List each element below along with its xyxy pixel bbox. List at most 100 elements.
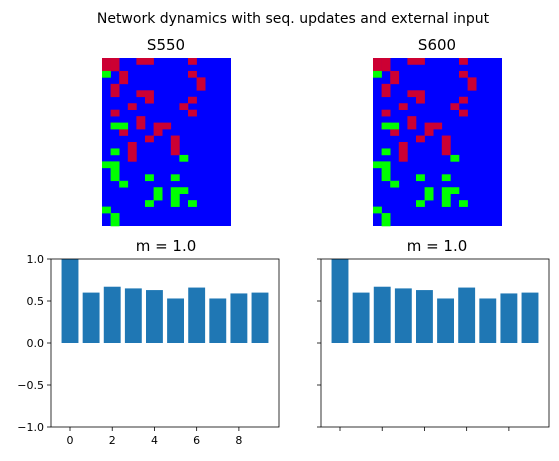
heatmap-cell-high <box>459 70 468 78</box>
heatmap-cell-high <box>398 142 408 149</box>
heatmap-cell-mid <box>170 193 180 201</box>
heatmap-cell-high <box>390 77 400 85</box>
heatmap-cell-high <box>145 90 154 98</box>
heatmap-cell-high <box>127 103 137 110</box>
heatmap-cell-high <box>136 116 146 123</box>
heatmap-cell-high <box>110 58 120 65</box>
bar <box>146 290 163 343</box>
y-tick-label: 1.0 <box>27 253 45 266</box>
heatmap-cell-high <box>416 96 425 104</box>
heatmap-cell-mid <box>390 122 400 130</box>
y-tick-label: −1.0 <box>17 421 44 434</box>
bar <box>331 259 349 343</box>
heatmap-cell-high <box>119 77 129 85</box>
heatmap-cell-mid <box>170 174 180 182</box>
heatmap-cell-high <box>407 116 417 123</box>
heatmap-grid <box>373 58 502 227</box>
heatmap-cell-high <box>381 58 391 65</box>
heatmap-cell-high <box>450 103 460 110</box>
heatmap-cell-mid <box>381 122 391 130</box>
bar <box>82 292 100 343</box>
x-tick-label: 2 <box>109 434 116 447</box>
heatmap-cell-high <box>467 83 477 91</box>
heatmap-cell-mid <box>441 193 451 201</box>
x-tick-label: 6 <box>193 434 200 447</box>
heatmap-cell-mid <box>102 206 111 214</box>
heatmap-cell-high <box>153 129 163 136</box>
heatmap-cell-high <box>459 96 468 104</box>
bar <box>373 286 391 343</box>
heatmap-cell-mid <box>381 148 391 156</box>
heatmap-cell-mid <box>119 180 129 188</box>
heatmap-cell-high <box>407 58 417 65</box>
heatmap-cell-mid <box>170 200 180 207</box>
heatmap-cell-high <box>196 83 206 91</box>
heatmap-cell-high <box>459 58 468 65</box>
heatmap-cell-high <box>390 70 400 78</box>
heatmap-cell-mid <box>424 187 434 194</box>
heatmap-grid <box>102 58 231 227</box>
heatmap-cell-high <box>188 96 197 104</box>
x-tick-label: 8 <box>235 434 242 447</box>
heatmap-cell-high <box>170 135 180 143</box>
heatmap-cell-high <box>441 142 451 149</box>
heatmap-cell-mid <box>424 193 434 201</box>
heatmap-cell-high <box>459 109 468 117</box>
bar <box>458 287 476 343</box>
heatmap-cell-high <box>102 64 111 72</box>
heatmap-cell-mid <box>145 174 154 182</box>
heatmap-background <box>102 58 231 226</box>
bar-chart-plot <box>317 258 550 431</box>
heatmap-cell-high <box>145 58 154 65</box>
heatmap-cell-high <box>416 90 425 98</box>
bar <box>416 290 433 343</box>
heatmap-cell-mid <box>170 187 180 194</box>
heatmap-cell-mid <box>441 187 451 194</box>
heatmap-cell-high <box>136 90 146 98</box>
bar-chart-left: m = 1.0 1.0 0.5 0.0 −0.5 −1.0 0 2 4 6 8 <box>17 237 280 447</box>
heatmap-cell-mid <box>390 180 400 188</box>
y-tick-label: 0.5 <box>27 295 45 308</box>
heatmap-cell-high <box>145 135 154 143</box>
heatmap-cell-mid <box>381 167 391 175</box>
heatmap-cell-high <box>398 148 408 156</box>
chart-title: m = 1.0 <box>407 237 468 255</box>
heatmap-cell-high <box>153 122 163 130</box>
heatmap-cell-mid <box>153 193 163 201</box>
chart-title: m = 1.0 <box>136 237 197 255</box>
bar <box>61 259 79 343</box>
heatmap-cell-mid <box>373 70 382 78</box>
heatmap-cell-high <box>110 109 120 117</box>
heatmap-cell-mid <box>179 187 189 194</box>
heatmap-cell-mid <box>381 174 391 182</box>
heatmap-cell-high <box>196 77 206 85</box>
heatmap-panel-left: S550 <box>102 36 231 227</box>
bar <box>251 292 269 343</box>
heatmap-cell-high <box>127 148 137 156</box>
heatmap-cell-high <box>127 142 137 149</box>
heatmap-cell-mid <box>416 200 425 207</box>
heatmap-cell-mid <box>381 161 391 169</box>
heatmap-cell-high <box>170 142 180 149</box>
heatmap-cell-mid <box>450 154 460 162</box>
heatmap-cell-mid <box>102 70 111 78</box>
heatmap-cell-high <box>110 64 120 72</box>
heatmap-cell-high <box>110 83 120 91</box>
heatmap-cell-high <box>398 103 408 110</box>
heatmap-cell-mid <box>373 161 382 169</box>
heatmap-cell-mid <box>416 174 425 182</box>
heatmap-cell-high <box>381 90 391 98</box>
heatmap-cell-high <box>162 122 172 130</box>
heatmap-cell-high <box>188 70 197 78</box>
bar <box>352 292 370 343</box>
x-tick-label: 0 <box>67 434 74 447</box>
heatmap-cell-high <box>373 58 382 65</box>
bar <box>209 298 227 343</box>
heatmap-cell-mid <box>102 161 111 169</box>
heatmap-cell-high <box>119 70 129 78</box>
bar <box>188 287 206 343</box>
heatmap-cell-high <box>424 122 434 130</box>
heatmap-cell-mid <box>110 219 120 227</box>
heatmap-cell-high <box>373 64 382 72</box>
heatmap-cell-high <box>407 90 417 98</box>
